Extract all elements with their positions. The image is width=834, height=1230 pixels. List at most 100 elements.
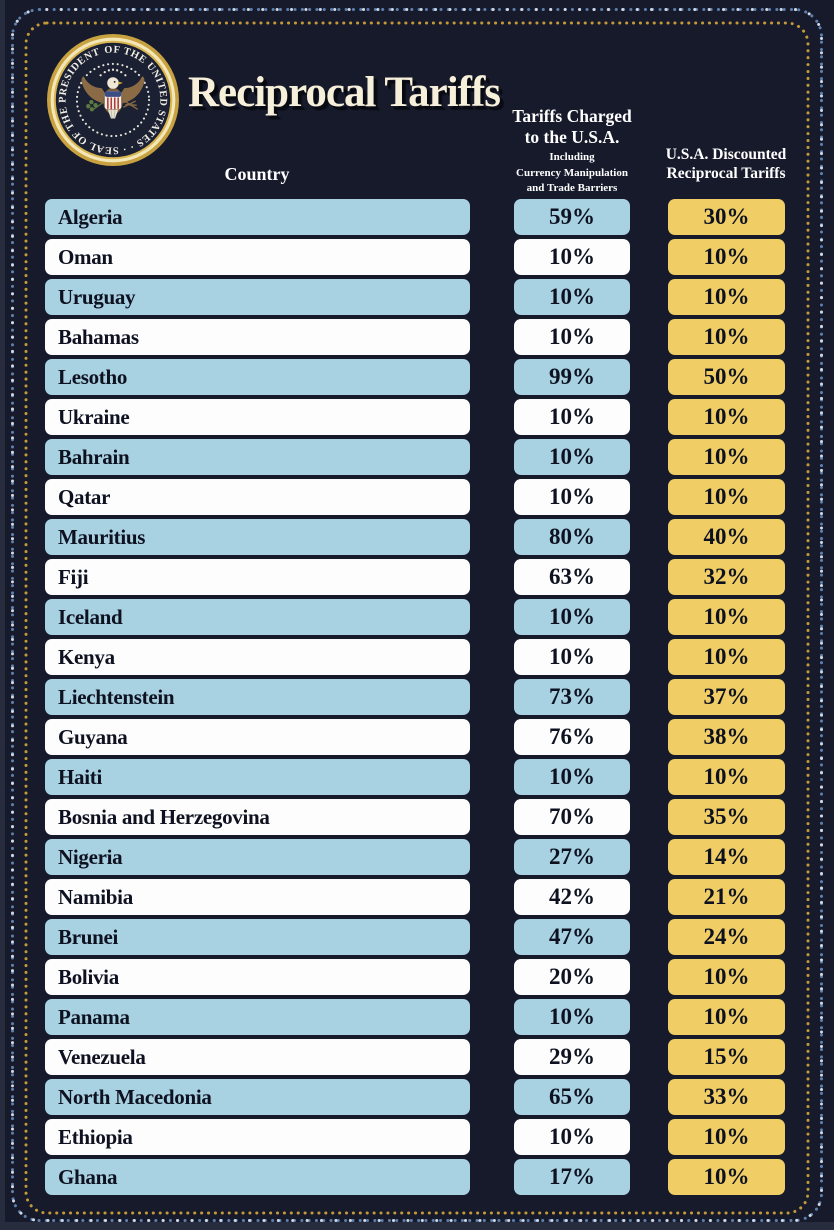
table-row: Qatar 10% 10% — [45, 479, 785, 515]
table-row: Bolivia 20% 10% — [45, 959, 785, 995]
presidential-seal-icon: OF THE UNITED STATES · · SEAL OF THE PRE… — [47, 34, 179, 166]
discounted-tariff-cell: 37% — [668, 679, 785, 715]
tariff-table: Algeria 59% 30% Oman 10% 10% Uruguay 10% 10% Baha… — [45, 199, 785, 1199]
discounted-tariff-cell: 15% — [668, 1039, 785, 1075]
discounted-tariff-cell: 24% — [668, 919, 785, 955]
country-cell: Bolivia — [45, 959, 470, 995]
table-row: Haiti 10% 10% — [45, 759, 785, 795]
country-cell: Mauritius — [45, 519, 470, 555]
poster-edge-left — [0, 0, 5, 1230]
discounted-tariff-cell: 10% — [668, 239, 785, 275]
table-row: Bahamas 10% 10% — [45, 319, 785, 355]
discounted-header-line1: U.S.A. Discounted — [665, 146, 787, 163]
table-row: Oman 10% 10% — [45, 239, 785, 275]
charged-header-line2: to the U.S.A. — [524, 127, 620, 147]
country-cell: Liechtenstein — [45, 679, 470, 715]
country-cell: Guyana — [45, 719, 470, 755]
page-title: Reciprocal Tariffs — [188, 69, 501, 116]
country-cell: North Macedonia — [45, 1079, 470, 1115]
discounted-tariff-cell: 10% — [668, 999, 785, 1035]
charged-header-line1: Tariffs Charged — [512, 106, 632, 126]
charged-header-sub3: and Trade Barriers — [526, 182, 618, 195]
country-cell: Brunei — [45, 919, 470, 955]
country-cell: Venezuela — [45, 1039, 470, 1075]
country-cell: Algeria — [45, 199, 470, 235]
discounted-tariff-cell: 10% — [668, 599, 785, 635]
table-row: Liechtenstein 73% 37% — [45, 679, 785, 715]
discounted-tariff-cell: 38% — [668, 719, 785, 755]
country-cell: Iceland — [45, 599, 470, 635]
charged-tariff-cell: 10% — [514, 479, 630, 515]
table-row: Kenya 10% 10% — [45, 639, 785, 675]
charged-header-sub1: Including — [549, 151, 595, 163]
charged-tariff-cell: 42% — [514, 879, 630, 915]
table-row: Iceland 10% 10% — [45, 599, 785, 635]
country-cell: Uruguay — [45, 279, 470, 315]
discounted-tariff-cell: 10% — [668, 439, 785, 475]
discounted-tariff-cell: 10% — [668, 279, 785, 315]
seal-dotted-ring — [75, 62, 151, 138]
country-cell: Oman — [45, 239, 470, 275]
discounted-tariff-cell: 14% — [668, 839, 785, 875]
charged-tariff-cell: 59% — [514, 199, 630, 235]
charged-tariff-cell: 20% — [514, 959, 630, 995]
discounted-tariff-cell: 33% — [668, 1079, 785, 1115]
discounted-tariff-cell: 30% — [668, 199, 785, 235]
table-row: Mauritius 80% 40% — [45, 519, 785, 555]
table-row: Algeria 59% 30% — [45, 199, 785, 235]
country-cell: Bahrain — [45, 439, 470, 475]
charged-tariff-cell: 10% — [514, 759, 630, 795]
charged-tariff-cell: 80% — [514, 519, 630, 555]
table-row: Brunei 47% 24% — [45, 919, 785, 955]
country-cell: Bahamas — [45, 319, 470, 355]
country-cell: Fiji — [45, 559, 470, 595]
discounted-tariff-cell: 40% — [668, 519, 785, 555]
table-row: Guyana 76% 38% — [45, 719, 785, 755]
charged-tariff-cell: 10% — [514, 599, 630, 635]
table-row: Nigeria 27% 14% — [45, 839, 785, 875]
country-cell: Ukraine — [45, 399, 470, 435]
discounted-tariff-cell: 35% — [668, 799, 785, 835]
charged-tariff-cell: 10% — [514, 279, 630, 315]
charged-tariff-cell: 73% — [514, 679, 630, 715]
table-row: Bosnia and Herzegovina 70% 35% — [45, 799, 785, 835]
charged-tariff-cell: 10% — [514, 319, 630, 355]
table-row: Fiji 63% 32% — [45, 559, 785, 595]
charged-tariff-cell: 63% — [514, 559, 630, 595]
column-header-country: Country — [224, 164, 290, 184]
country-cell: Ethiopia — [45, 1119, 470, 1155]
table-row: Lesotho 99% 50% — [45, 359, 785, 395]
country-cell: Panama — [45, 999, 470, 1035]
table-row: Bahrain 10% 10% — [45, 439, 785, 475]
country-cell: Bosnia and Herzegovina — [45, 799, 470, 835]
discounted-tariff-cell: 50% — [668, 359, 785, 395]
charged-tariff-cell: 76% — [514, 719, 630, 755]
discounted-tariff-cell: 10% — [668, 639, 785, 675]
country-cell: Qatar — [45, 479, 470, 515]
discounted-tariff-cell: 10% — [668, 1159, 785, 1195]
discounted-tariff-cell: 21% — [668, 879, 785, 915]
country-cell: Kenya — [45, 639, 470, 675]
charged-tariff-cell: 47% — [514, 919, 630, 955]
charged-tariff-cell: 10% — [514, 239, 630, 275]
country-cell: Ghana — [45, 1159, 470, 1195]
charged-tariff-cell: 10% — [514, 639, 630, 675]
charged-tariff-cell: 10% — [514, 1119, 630, 1155]
country-cell: Haiti — [45, 759, 470, 795]
charged-tariff-cell: 10% — [514, 399, 630, 435]
discounted-tariff-cell: 10% — [668, 479, 785, 515]
table-row: Uruguay 10% 10% — [45, 279, 785, 315]
table-row: Ethiopia 10% 10% — [45, 1119, 785, 1155]
charged-tariff-cell: 10% — [514, 439, 630, 475]
column-header-charged: Tariffs Charged to the U.S.A. Including … — [462, 106, 682, 195]
charged-tariff-cell: 17% — [514, 1159, 630, 1195]
discounted-tariff-cell: 10% — [668, 959, 785, 995]
charged-tariff-cell: 65% — [514, 1079, 630, 1115]
charged-header-sub2: Currency Manipulation — [516, 166, 628, 179]
charged-tariff-cell: 10% — [514, 999, 630, 1035]
poster-edge-bottom — [0, 1222, 834, 1230]
table-row: Ukraine 10% 10% — [45, 399, 785, 435]
charged-tariff-cell: 70% — [514, 799, 630, 835]
country-cell: Namibia — [45, 879, 470, 915]
